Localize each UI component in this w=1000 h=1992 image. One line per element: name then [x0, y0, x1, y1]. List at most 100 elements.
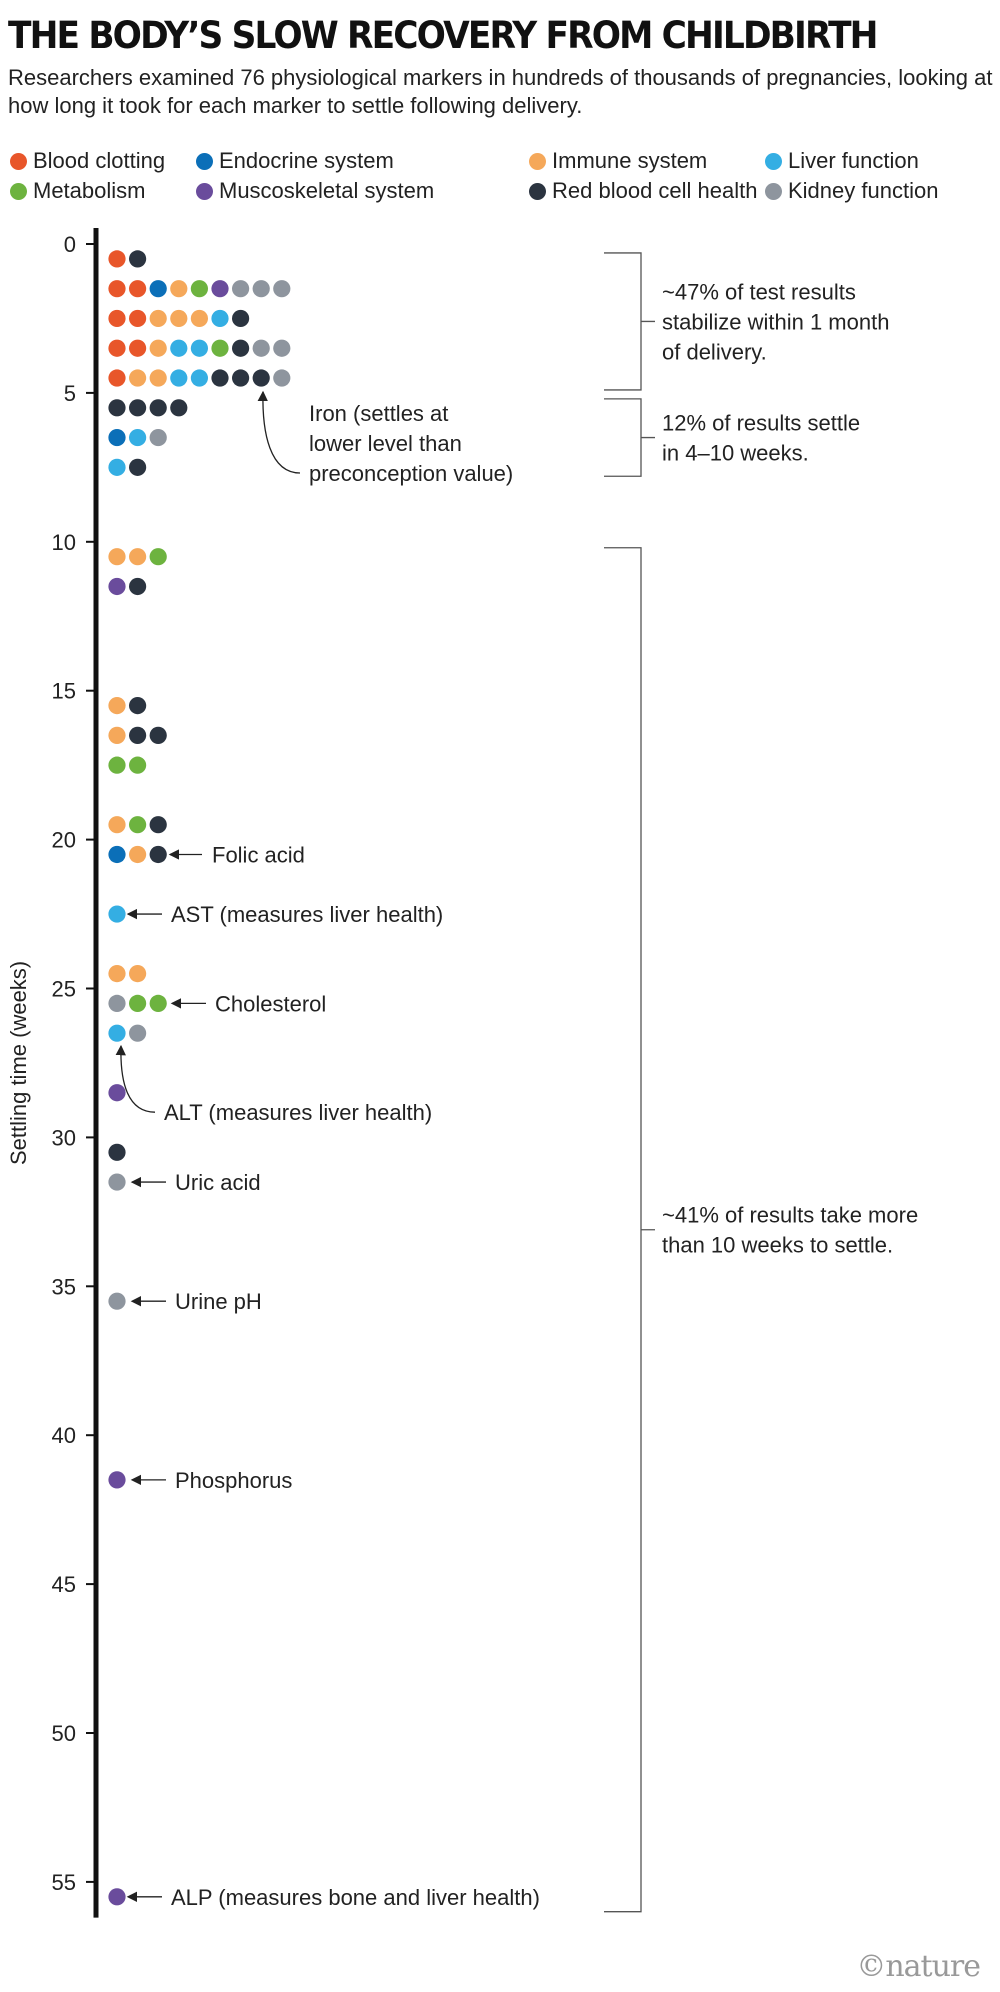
- dot-clot: [129, 309, 147, 328]
- dot-endo: [149, 280, 167, 298]
- dot-clot: [108, 339, 126, 357]
- subtitle: Researchers examined 76 physiological ma…: [8, 65, 993, 118]
- dot-rbc: [232, 309, 250, 328]
- dot-met: [129, 816, 147, 834]
- dot-endo: [108, 428, 126, 447]
- dot-rbc: [129, 726, 147, 744]
- annotation-label: ALP (measures bone and liver health): [171, 1885, 540, 1910]
- dot-liv: [170, 339, 188, 357]
- dot-met: [129, 994, 147, 1012]
- annotation-label: Cholesterol: [215, 991, 326, 1016]
- dot-kid: [129, 1024, 147, 1042]
- dot-kid: [232, 280, 250, 298]
- dot-met: [149, 548, 167, 566]
- dot-rbc: [149, 399, 167, 417]
- dot-imm: [129, 369, 147, 387]
- y-tick-label: 35: [52, 1274, 76, 1299]
- dot-imm: [108, 548, 126, 566]
- legend-swatch: [765, 152, 782, 170]
- bracket: [604, 547, 655, 1913]
- dot-clot: [108, 280, 126, 298]
- annotation-label: Folic acid: [212, 842, 305, 867]
- dot-rbc: [149, 845, 167, 864]
- legend-label: Kidney function: [788, 178, 939, 203]
- dot-met: [190, 280, 208, 298]
- annotation-label: lower level than: [309, 431, 462, 456]
- dot-rbc: [252, 369, 270, 387]
- dot-kid: [108, 1173, 126, 1191]
- dot-rbc: [232, 339, 250, 357]
- y-tick-label: 20: [52, 828, 76, 853]
- dot-rbc: [129, 696, 147, 715]
- dot-imm: [149, 339, 167, 357]
- bracket-label: ~41% of results take more: [662, 1203, 918, 1228]
- y-tick-label: 15: [52, 679, 76, 704]
- bracket: [604, 398, 655, 477]
- dot-kid: [149, 428, 167, 447]
- y-tick-label: 40: [52, 1423, 76, 1448]
- annotation-arrow: [115, 1044, 156, 1113]
- dot-mus: [108, 1084, 126, 1102]
- legend-label: Immune system: [552, 148, 708, 173]
- annotation-label: AST (measures liver health): [171, 902, 443, 927]
- y-tick-label: 5: [64, 381, 76, 406]
- y-tick-label: 55: [52, 1870, 76, 1895]
- dot-liv: [190, 369, 208, 387]
- legend-swatch: [10, 182, 27, 200]
- dot-rbc: [129, 250, 147, 268]
- dot-imm: [190, 309, 208, 328]
- dot-rbc: [108, 1143, 126, 1161]
- dot-rbc: [129, 577, 147, 596]
- dot-imm: [129, 845, 147, 864]
- legend-label: Liver function: [788, 148, 919, 173]
- dot-clot: [129, 339, 147, 357]
- dot-kid: [108, 1292, 126, 1310]
- dot-mus: [108, 1471, 126, 1489]
- dot-liv: [190, 339, 208, 357]
- dot-imm: [129, 965, 147, 983]
- dot-kid: [273, 339, 291, 357]
- dot-endo: [108, 845, 126, 864]
- legend-item: Liver function: [765, 148, 919, 174]
- bracket: [604, 252, 655, 391]
- legend-swatch: [196, 182, 213, 200]
- dot-clot: [108, 250, 126, 268]
- y-tick-label: 45: [52, 1572, 76, 1597]
- y-tick-label: 25: [52, 977, 76, 1002]
- legend-swatch: [10, 152, 27, 170]
- annotation-label: preconception value): [309, 461, 513, 486]
- annotation-label: Iron (settles at: [309, 401, 448, 426]
- dot-liv: [108, 1024, 126, 1042]
- dot-clot: [108, 369, 126, 387]
- legend-item: Metabolism: [10, 178, 145, 204]
- dot-rbc: [211, 369, 229, 387]
- bracket-label: ~47% of test results: [662, 279, 856, 304]
- dot-imm: [149, 369, 167, 387]
- bracket-label: 12% of results settle: [662, 411, 860, 436]
- dot-imm: [108, 696, 126, 715]
- dot-rbc: [149, 726, 167, 744]
- dot-imm: [170, 280, 188, 298]
- legend-item: Red blood cell health: [529, 178, 757, 204]
- dot-kid: [108, 994, 126, 1012]
- title: THE BODY’S SLOW RECOVERY FROM CHILDBIRTH: [8, 14, 878, 57]
- dot-imm: [129, 548, 147, 566]
- dot-mus: [108, 577, 126, 596]
- legend-label: Metabolism: [33, 178, 146, 203]
- dot-met: [129, 756, 147, 774]
- legend-label: Blood clotting: [33, 148, 166, 173]
- y-tick-label: 0: [64, 232, 76, 257]
- bracket-label: than 10 weeks to settle.: [662, 1233, 893, 1258]
- dot-met: [211, 339, 229, 357]
- legend-item: Kidney function: [765, 178, 938, 204]
- dot-imm: [108, 726, 126, 744]
- annotation-label: Urine pH: [175, 1289, 262, 1314]
- dot-met: [149, 994, 167, 1012]
- legend-label: Muscoskeletal system: [219, 178, 435, 203]
- dot-met: [108, 756, 126, 774]
- bracket-label: in 4–10 weeks.: [662, 441, 809, 466]
- dot-kid: [273, 280, 291, 298]
- dot-rbc: [149, 816, 167, 834]
- dot-liv: [108, 905, 126, 923]
- legend-label: Red blood cell health: [552, 178, 758, 203]
